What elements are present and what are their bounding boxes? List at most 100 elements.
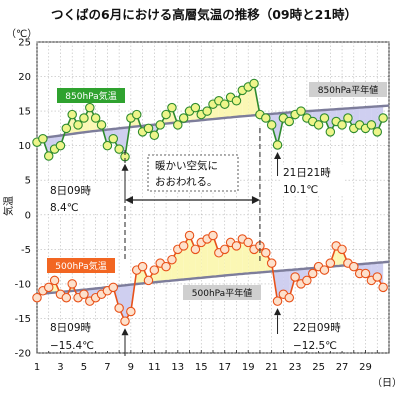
y-tick-label: -15: [15, 314, 31, 325]
y-tick-label: 25: [18, 38, 31, 49]
x-tick-label: 17: [218, 362, 231, 373]
point-0-8: [79, 113, 89, 123]
point-1-34: [231, 241, 242, 251]
point-0-14: [114, 144, 124, 154]
point-1-19: [143, 275, 154, 286]
point-1-27: [190, 244, 201, 255]
point-0-45: [296, 106, 306, 116]
fill-above-1: [242, 238, 249, 274]
point-1-20: [149, 265, 160, 275]
point-0-24: [173, 120, 183, 130]
arrow-500-8-head: [121, 328, 129, 336]
point-1-58: [372, 272, 383, 282]
point-1-56: [360, 268, 371, 279]
point-0-41: [272, 140, 283, 150]
x-ticks: 1 3 5 7 9 11 13 15 17 19 21 23 25 27 29: [34, 350, 390, 373]
point-0-22: [161, 109, 171, 120]
point-annotation-4-line1: 22日09時: [293, 322, 341, 334]
point-1-59: [378, 282, 388, 293]
y-axis-label: 気温: [2, 196, 15, 216]
point-1-46: [302, 275, 312, 286]
fill-above-0: [248, 83, 255, 116]
point-0-40: [266, 120, 277, 130]
x-tick-label: 23: [289, 362, 302, 373]
point-annotation-2-line2: 10.1℃: [283, 184, 318, 196]
point-annotation-3-line1: 8日09時: [50, 322, 92, 334]
normal-label-500-box: [183, 285, 261, 300]
normal-label-500: 500hPa平年値: [192, 287, 252, 299]
y-tick-label: -10: [15, 279, 31, 290]
series-markers: [32, 78, 388, 326]
point-1-44: [290, 272, 300, 282]
warm-arrow-right: [251, 196, 260, 204]
normal-label-850: 850hPa平年値: [318, 84, 378, 96]
point-0-5: [61, 123, 72, 134]
point-1-18: [137, 261, 148, 272]
point-0-52: [337, 120, 347, 130]
y-tick-label: 0: [25, 210, 31, 221]
point-0-10: [90, 113, 101, 123]
point-annotation-bg-1: [48, 183, 110, 214]
point-0-7: [73, 120, 83, 130]
point-1-52: [337, 244, 347, 255]
point-annotation-1-line2: 8.4℃: [50, 202, 79, 214]
x-tick-label: 25: [312, 362, 325, 373]
fill-above-1: [230, 242, 237, 275]
point-0-39: [261, 113, 271, 123]
point-0-43: [284, 116, 295, 127]
y-tick-label: 20: [18, 72, 31, 83]
legend: 850hPa気温 500hPa気温: [47, 88, 125, 273]
point-0-53: [343, 113, 353, 123]
point-annotation-4-line2: −12.5℃: [293, 340, 337, 352]
point-1-41: [272, 296, 283, 306]
point-0-1: [38, 134, 48, 144]
legend-box-0: [57, 88, 125, 103]
fill-above-1: [177, 245, 184, 281]
point-1-14: [114, 303, 124, 313]
warm-arrow-left: [125, 196, 133, 204]
point-1-39: [261, 248, 271, 258]
x-tick-label: 27: [336, 362, 349, 373]
point-annotation-2-line1: 21日21時: [283, 167, 331, 179]
point-0-23: [167, 102, 177, 113]
point-1-16: [126, 306, 136, 317]
point-1-15: [120, 316, 130, 326]
point-1-8: [79, 289, 89, 300]
point-1-40: [266, 258, 277, 268]
point-annotation-3-line2: −15.4℃: [50, 340, 94, 352]
point-annotation-bg-2: [281, 165, 343, 196]
warm-air-text-2: おおわれる。: [155, 176, 217, 188]
y-tick-label: -20: [15, 349, 31, 360]
x-tick-label: 13: [171, 362, 184, 373]
legend-label-1: 500hPa気温: [55, 260, 106, 272]
warm-air-box: [147, 154, 239, 192]
arrow-850-21-head: [274, 151, 282, 159]
point-1-36: [243, 237, 253, 248]
fill-above-1: [207, 235, 213, 278]
y-unit: （℃）: [6, 28, 37, 40]
x-tick-label: 5: [81, 362, 87, 373]
point-0-27: [190, 102, 201, 113]
point-1-49: [319, 265, 330, 275]
chart-title: つくばの6月における高層気温の推移（09時と21時）: [51, 7, 357, 22]
normal-label-850-box: [309, 82, 387, 97]
point-annotation-bg-3: [48, 320, 110, 351]
point-0-50: [325, 127, 336, 137]
point-1-3: [49, 275, 60, 286]
point-0-11: [96, 120, 107, 130]
point-0-6: [67, 109, 77, 120]
point-1-30: [208, 230, 218, 241]
point-0-17: [131, 109, 142, 120]
x-tick-label: 7: [104, 362, 110, 373]
point-1-5: [61, 292, 72, 303]
y-tick-label: 10: [18, 141, 31, 152]
point-0-59: [378, 113, 388, 123]
point-1-13: [108, 282, 119, 293]
x-tick-label: 1: [34, 362, 40, 373]
x-unit: （日）: [372, 377, 400, 389]
point-1-2: [43, 282, 54, 293]
point-1-47: [307, 268, 318, 279]
y-tick-label: -5: [21, 245, 31, 256]
point-1-0: [32, 292, 42, 303]
legend-label-0: 850hPa気温: [65, 90, 116, 102]
